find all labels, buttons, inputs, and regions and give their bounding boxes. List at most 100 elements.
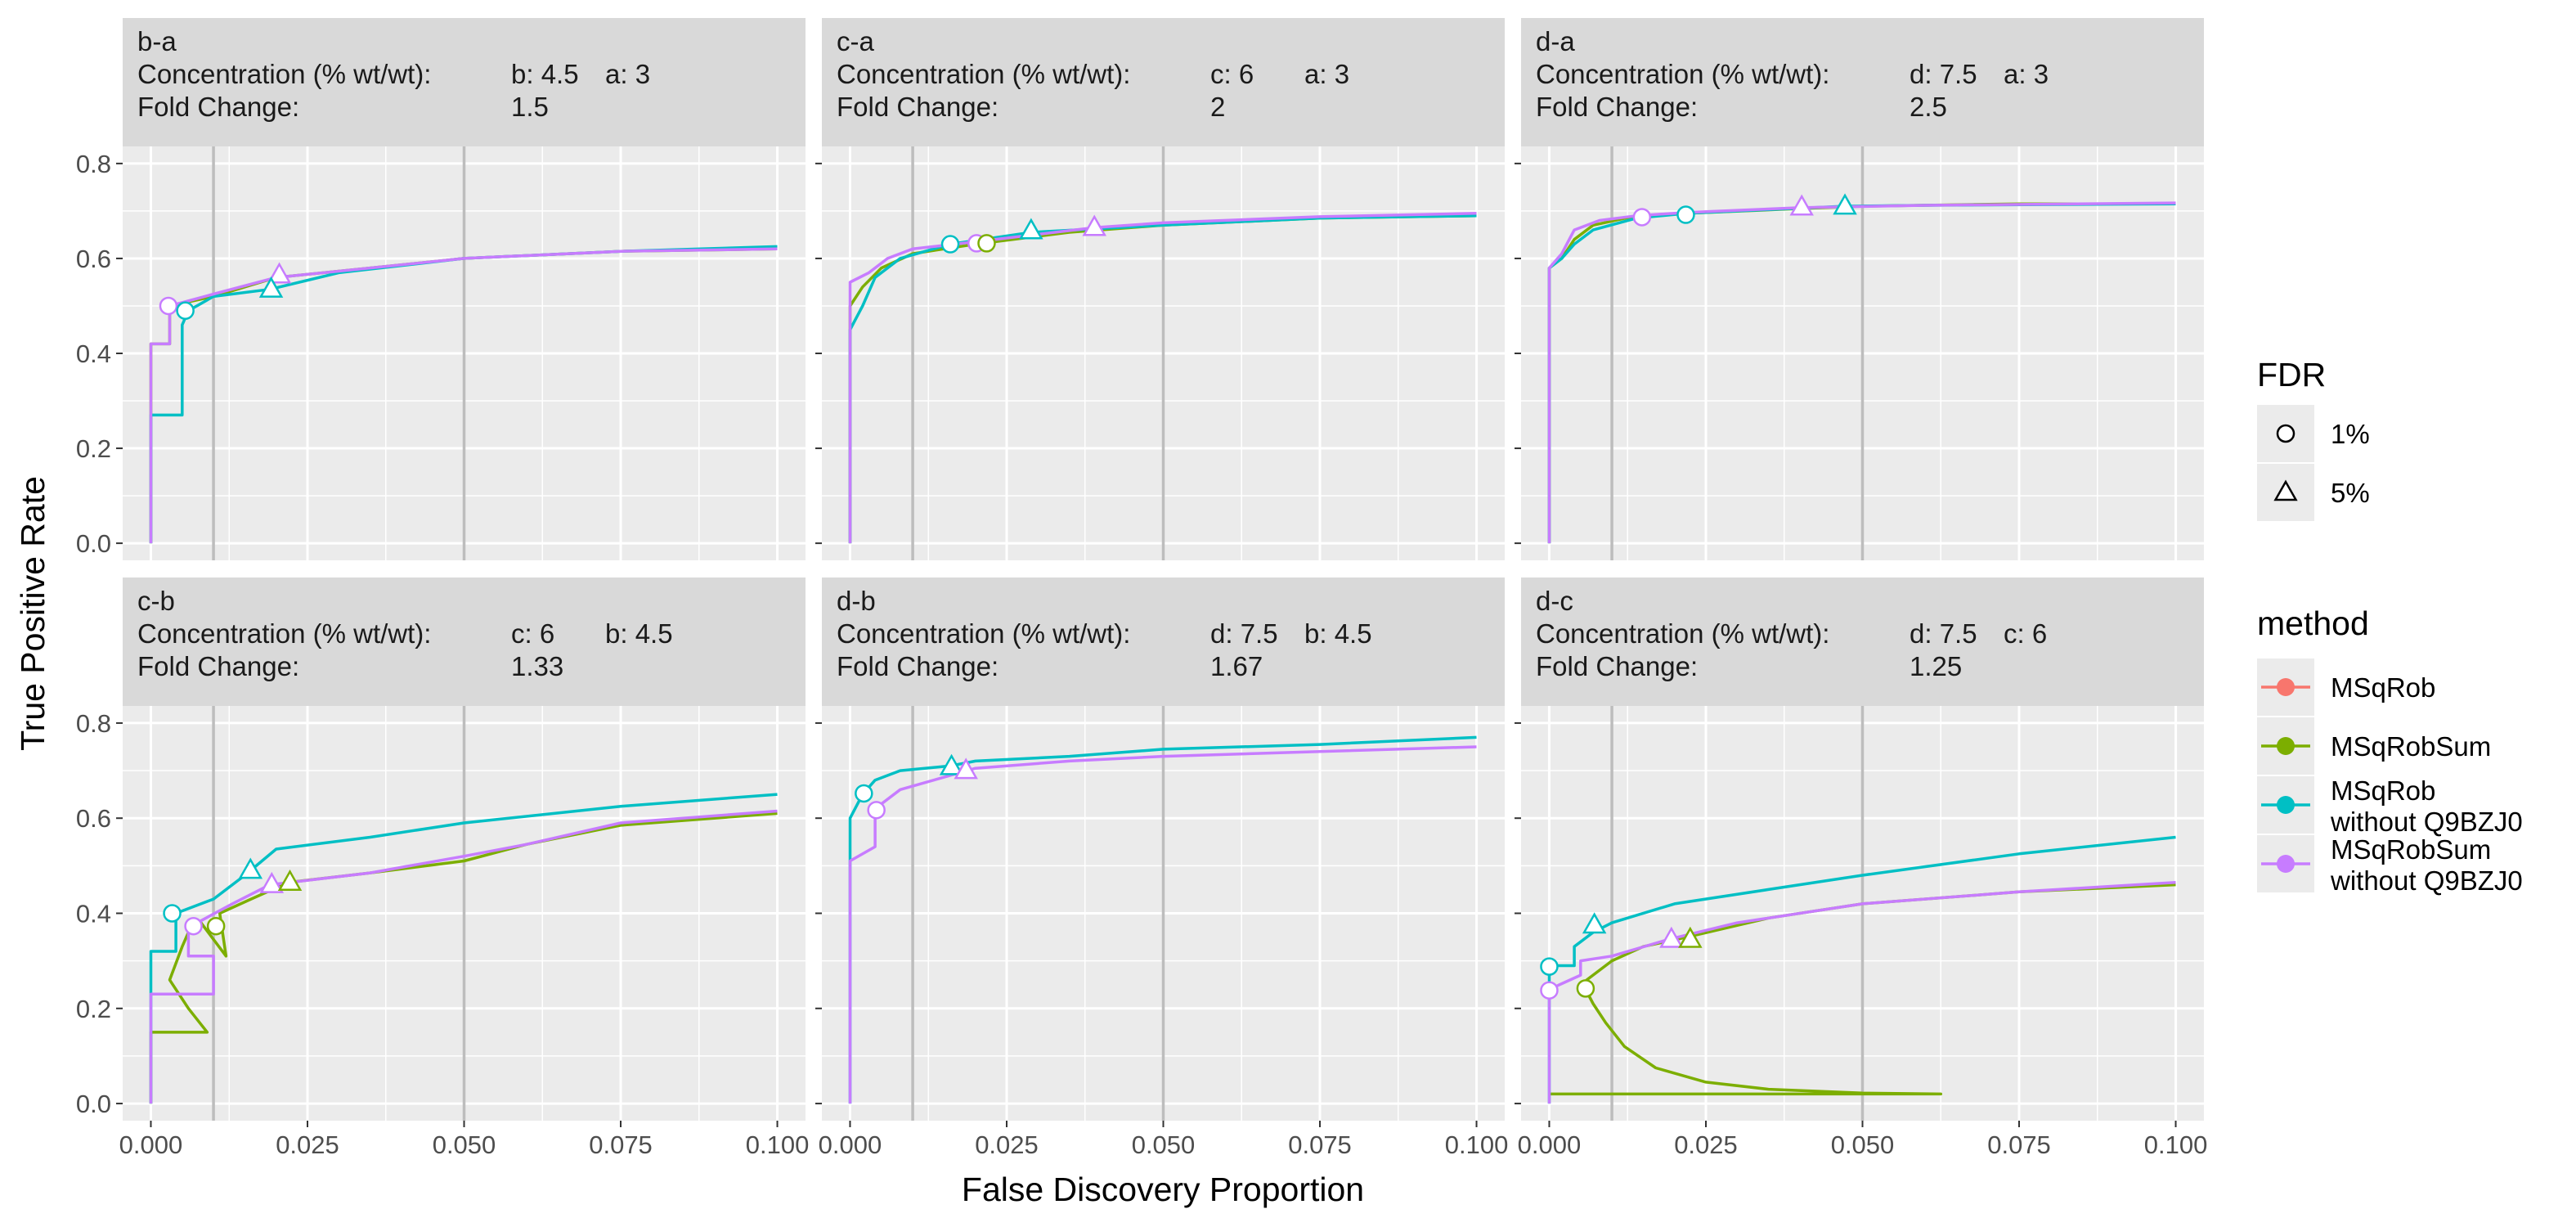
legend-point-swatch	[2277, 678, 2295, 696]
legend-method-sublabel: without Q9BZJ0	[2330, 865, 2523, 896]
strip-fold-change-label: Fold Change:	[1536, 92, 1698, 122]
y-tick-label: 0.8	[76, 150, 111, 178]
legend-method-title: method	[2257, 605, 2369, 642]
y-tick-label: 0.6	[76, 804, 111, 833]
y-tick-label: 0.2	[76, 434, 111, 463]
legend-method-label: MSqRobSum	[2331, 731, 2491, 762]
legend-point-swatch	[2277, 796, 2295, 814]
strip-fold-change-label: Fold Change:	[137, 92, 299, 122]
y-tick-label: 0.6	[76, 245, 111, 273]
strip-fold-change-value: 2	[1210, 92, 1225, 122]
strip-concentration-label: Concentration (% wt/wt):	[837, 59, 1130, 89]
strip-concentration-value-1: b: 4.5	[511, 59, 579, 89]
x-tick-label: 0.000	[1518, 1130, 1582, 1159]
strip-concentration-value-2: a: 3	[2004, 59, 2049, 89]
strip-concentration-value-2: b: 4.5	[1304, 618, 1372, 649]
fdr-5pct-marker	[259, 871, 285, 893]
fdr-5pct-marker	[1582, 912, 1607, 934]
strip-concentration-label: Concentration (% wt/wt):	[137, 618, 431, 649]
strip-concentration-value-1: d: 7.5	[1910, 618, 1977, 649]
strip-comparison: d-a	[1536, 26, 1575, 56]
series-line	[149, 811, 778, 1104]
x-tick-label: 0.050	[1132, 1130, 1196, 1159]
fdr-1pct-marker	[206, 916, 226, 936]
x-tick-label: 0.000	[819, 1130, 882, 1159]
legend-triangle-symbol	[2273, 479, 2298, 501]
fdr-5pct-marker	[1833, 193, 1857, 215]
fdr-5pct-marker	[1659, 926, 1684, 948]
fdr-1pct-marker	[1632, 208, 1652, 227]
fdr-5pct-marker	[939, 753, 964, 775]
fdr-1pct-marker	[176, 301, 195, 321]
fdr-1pct-marker	[1676, 205, 1695, 224]
fdr-1pct-marker	[940, 235, 960, 254]
fdr-5pct-marker	[238, 857, 263, 879]
strip-concentration-value-2: a: 3	[1304, 59, 1349, 89]
strip-background	[822, 578, 1505, 706]
strip-concentration-value-2: a: 3	[605, 59, 650, 89]
strip-fold-change-value: 1.33	[511, 651, 563, 681]
strip-concentration-label: Concentration (% wt/wt):	[1536, 618, 1829, 649]
fdr-5pct-marker	[1082, 214, 1106, 236]
y-axis-title: True Positive Rate	[14, 476, 52, 751]
x-tick-label: 0.050	[1831, 1130, 1895, 1159]
series-line	[1547, 880, 2176, 1104]
x-tick-label: 0.025	[975, 1130, 1039, 1159]
y-tick-label: 0.0	[76, 1090, 111, 1118]
fdr-5pct-marker	[1019, 218, 1043, 240]
fdr-1pct-marker	[867, 801, 886, 820]
series-group	[149, 245, 778, 544]
legend-fdr-label: 1%	[2331, 419, 2370, 449]
strip-concentration-label: Concentration (% wt/wt):	[1536, 59, 1829, 89]
strip-fold-change-value: 1.67	[1210, 651, 1263, 681]
legend-point-swatch	[2277, 855, 2295, 873]
strip-comparison: d-b	[837, 586, 876, 616]
x-tick-label: 0.075	[1288, 1130, 1352, 1159]
y-tick-label: 0.0	[76, 529, 111, 558]
strip-concentration-label: Concentration (% wt/wt):	[137, 59, 431, 89]
fdr-1pct-marker	[855, 784, 873, 803]
strip-comparison: b-a	[137, 26, 177, 56]
strip-background	[123, 18, 806, 146]
x-axis-title: False Discovery Proportion	[962, 1171, 1364, 1208]
y-tick-label: 0.2	[76, 995, 111, 1023]
series-line	[848, 745, 1477, 1104]
fdr-1pct-marker	[163, 904, 182, 923]
fdr-5pct-marker	[267, 262, 292, 284]
fdr-1pct-marker	[977, 234, 996, 253]
strip-concentration-value-2: b: 4.5	[605, 618, 673, 649]
legend: FDR1%5%methodMSqRobMSqRobSumMSqRobwithou…	[2257, 356, 2523, 896]
legend-method-sublabel: without Q9BZJ0	[2330, 807, 2523, 837]
legend-method-label: MSqRob	[2331, 672, 2435, 703]
series-line	[848, 213, 1477, 544]
series-line	[1547, 835, 2176, 1104]
legend-point-swatch	[2277, 737, 2295, 755]
fdr-1pct-marker	[159, 296, 178, 316]
strip-background	[123, 578, 806, 706]
strip-background	[1521, 18, 2204, 146]
x-tick-label: 0.025	[1674, 1130, 1738, 1159]
x-tick-label: 0.075	[589, 1130, 653, 1159]
strip-comparison: c-a	[837, 26, 874, 56]
series-line	[149, 809, 778, 1104]
fdr-5pct-marker	[954, 757, 978, 780]
series-line	[1547, 201, 2176, 544]
legend-circle-symbol	[2276, 424, 2296, 443]
strip-fold-change-label: Fold Change:	[837, 92, 999, 122]
strip-concentration-value-2: c: 6	[2004, 618, 2047, 649]
fdr-5pct-marker	[277, 869, 303, 891]
strip-fold-change-value: 1.25	[1910, 651, 1962, 681]
fdr-5pct-marker	[1789, 194, 1814, 216]
legend-method-label: MSqRob	[2331, 775, 2435, 806]
x-tick-label: 0.100	[2144, 1130, 2208, 1159]
strip-concentration-value-1: c: 6	[511, 618, 554, 649]
y-tick-label: 0.4	[76, 339, 111, 368]
fdr-1pct-marker	[1540, 957, 1559, 976]
legend-fdr-label: 5%	[2331, 478, 2370, 508]
